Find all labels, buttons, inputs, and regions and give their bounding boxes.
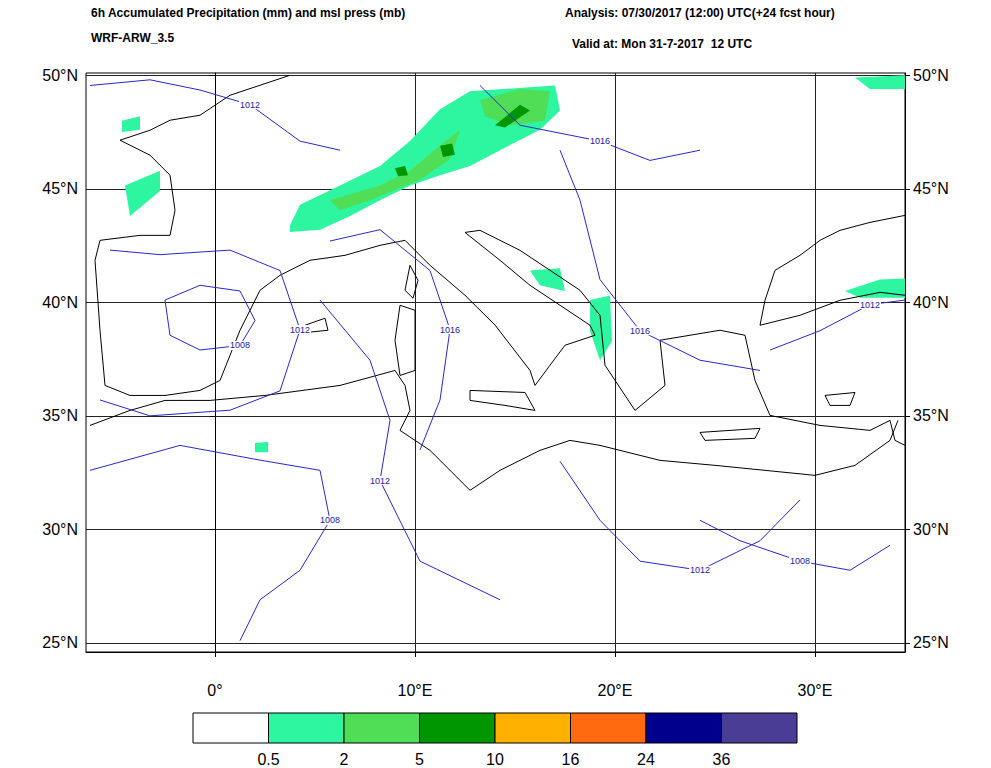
svg-text:Valid at: Mon 31-7-2017 12 UT: Valid at: Mon 31-7-2017 12 UTC xyxy=(572,37,752,51)
svg-text:10°E: 10°E xyxy=(398,682,433,699)
svg-text:1016: 1016 xyxy=(630,326,650,336)
svg-text:2: 2 xyxy=(340,751,349,768)
svg-text:1012: 1012 xyxy=(690,565,710,575)
svg-text:36: 36 xyxy=(713,751,731,768)
svg-text:1008: 1008 xyxy=(230,340,250,350)
svg-text:1016: 1016 xyxy=(440,325,460,335)
svg-text:1008: 1008 xyxy=(790,556,810,566)
svg-text:35°N: 35°N xyxy=(913,407,949,424)
svg-text:50°N: 50°N xyxy=(42,67,78,84)
svg-text:16: 16 xyxy=(562,751,580,768)
svg-text:1016: 1016 xyxy=(590,136,610,146)
svg-text:40°N: 40°N xyxy=(913,294,949,311)
svg-text:6h Accumulated Precipitation (: 6h Accumulated Precipitation (mm) and ms… xyxy=(91,6,405,20)
svg-text:30°N: 30°N xyxy=(913,521,949,538)
svg-text:1012: 1012 xyxy=(240,100,260,110)
svg-text:WRF-ARW_3.5: WRF-ARW_3.5 xyxy=(91,31,174,45)
svg-text:40°N: 40°N xyxy=(42,294,78,311)
svg-text:5: 5 xyxy=(415,751,424,768)
svg-text:1012: 1012 xyxy=(860,300,880,310)
svg-text:Analysis: 07/30/2017 (12:00) U: Analysis: 07/30/2017 (12:00) UTC(+24 fcs… xyxy=(565,6,835,20)
svg-text:30°E: 30°E xyxy=(798,682,833,699)
svg-text:20°E: 20°E xyxy=(598,682,633,699)
svg-text:30°N: 30°N xyxy=(42,521,78,538)
svg-text:35°N: 35°N xyxy=(42,407,78,424)
svg-text:1012: 1012 xyxy=(370,476,390,486)
svg-text:50°N: 50°N xyxy=(913,67,949,84)
svg-text:45°N: 45°N xyxy=(913,180,949,197)
svg-text:1012: 1012 xyxy=(290,325,310,335)
svg-text:45°N: 45°N xyxy=(42,180,78,197)
svg-text:25°N: 25°N xyxy=(913,634,949,651)
svg-text:0°: 0° xyxy=(207,682,222,699)
svg-text:25°N: 25°N xyxy=(42,634,78,651)
svg-text:24: 24 xyxy=(637,751,655,768)
svg-text:10: 10 xyxy=(486,751,504,768)
svg-text:0.5: 0.5 xyxy=(257,751,279,768)
svg-text:1008: 1008 xyxy=(320,515,340,525)
